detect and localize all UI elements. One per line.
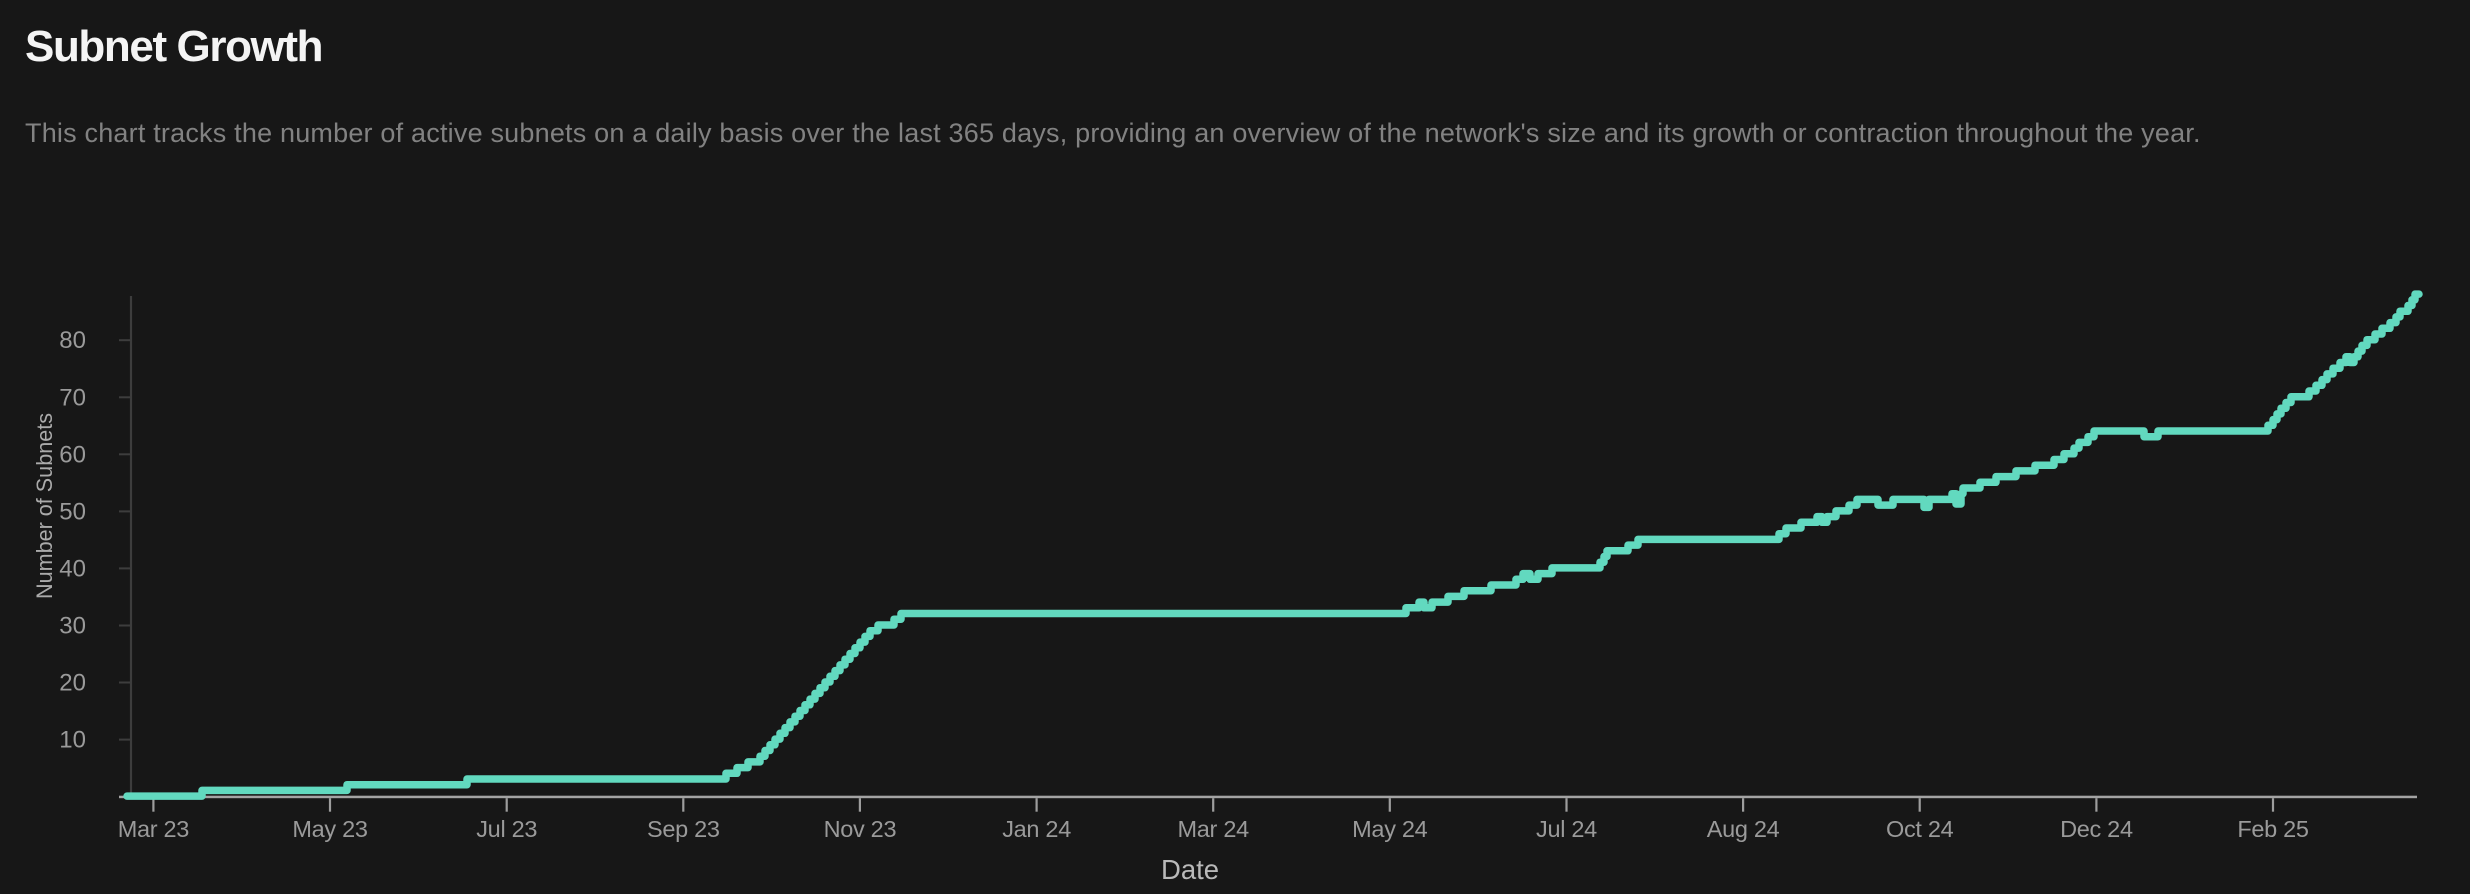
svg-text:40: 40 xyxy=(59,555,86,582)
svg-text:Jan 24: Jan 24 xyxy=(1002,816,1071,842)
svg-text:30: 30 xyxy=(59,613,86,640)
svg-text:Date: Date xyxy=(1161,854,1219,885)
svg-text:Dec 24: Dec 24 xyxy=(2060,816,2133,842)
svg-text:Mar 24: Mar 24 xyxy=(1178,816,1250,842)
svg-text:Mar 23: Mar 23 xyxy=(118,816,190,842)
svg-text:70: 70 xyxy=(59,384,86,411)
svg-text:Sep 23: Sep 23 xyxy=(647,816,720,842)
svg-text:50: 50 xyxy=(59,498,86,525)
svg-text:Nov 23: Nov 23 xyxy=(824,816,897,842)
svg-text:Jul 24: Jul 24 xyxy=(1536,816,1597,842)
svg-text:10: 10 xyxy=(59,727,86,754)
svg-text:Oct 24: Oct 24 xyxy=(1886,816,1954,842)
svg-text:May 23: May 23 xyxy=(292,816,367,842)
svg-text:80: 80 xyxy=(59,327,86,354)
svg-text:Feb 25: Feb 25 xyxy=(2237,816,2309,842)
svg-text:20: 20 xyxy=(59,670,86,697)
svg-text:May 24: May 24 xyxy=(1352,816,1427,842)
svg-text:Jul 23: Jul 23 xyxy=(476,816,537,842)
svg-text:60: 60 xyxy=(59,441,86,468)
svg-text:Number of Subnets: Number of Subnets xyxy=(32,413,57,599)
svg-text:Aug 24: Aug 24 xyxy=(1707,816,1780,842)
